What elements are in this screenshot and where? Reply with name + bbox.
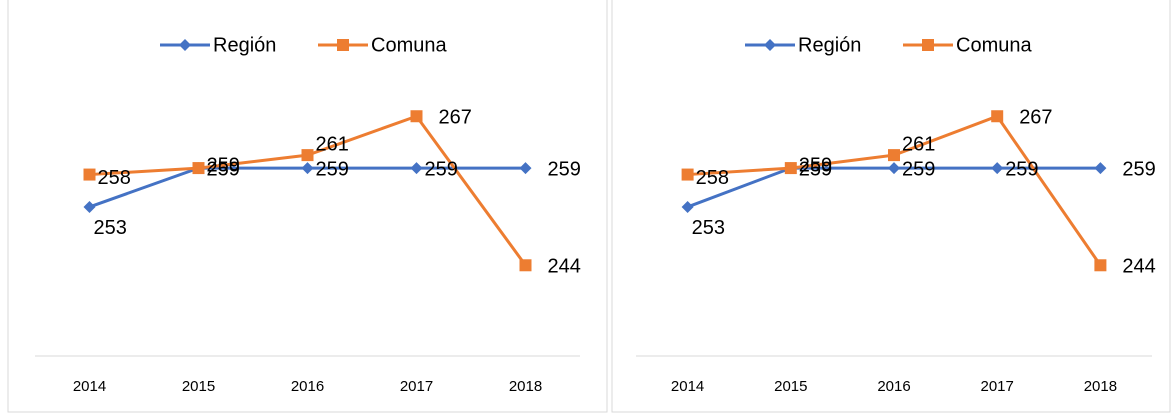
series-line	[89, 114, 527, 267]
data-label: 244	[548, 256, 581, 278]
x-tick-label: 2017	[400, 378, 433, 395]
legend-label: Región	[798, 34, 861, 56]
data-label: 259	[207, 154, 240, 176]
legend-label: Comuna	[371, 34, 447, 56]
data-label: 261	[902, 133, 935, 155]
x-tick-label: 2016	[291, 378, 324, 395]
marker-square	[1094, 259, 1107, 272]
marker-square	[784, 162, 797, 175]
data-label: 259	[799, 154, 832, 176]
legend-label: Comuna	[956, 34, 1032, 56]
x-tick-label: 2015	[182, 378, 215, 395]
data-label: 259	[1005, 158, 1038, 180]
legend-label: Región	[213, 34, 276, 56]
marker-square	[410, 110, 423, 123]
marker-diamond	[301, 162, 314, 175]
marker-square	[991, 110, 1004, 123]
x-tick-label: 2014	[671, 378, 704, 395]
marker-square	[337, 39, 349, 51]
marker-diamond	[83, 200, 96, 213]
series-line	[687, 114, 1102, 267]
marker-diamond	[1094, 162, 1107, 175]
x-tick-label: 2018	[1084, 378, 1117, 395]
data-label: 267	[439, 107, 472, 129]
data-label: 244	[1122, 256, 1155, 278]
data-label: 253	[94, 217, 127, 239]
data-label: 261	[316, 133, 349, 155]
marker-square	[83, 168, 96, 181]
data-label: 259	[902, 158, 935, 180]
panel-border	[611, 0, 1171, 413]
marker-square	[681, 168, 694, 181]
panel-border	[7, 0, 608, 413]
marker-square	[922, 39, 934, 51]
data-label: 267	[1019, 107, 1052, 129]
x-tick-label: 2018	[509, 378, 542, 395]
marker-diamond	[410, 162, 423, 175]
marker-square	[192, 162, 205, 175]
data-label: 258	[696, 167, 729, 189]
marker-diamond	[179, 39, 191, 51]
marker-diamond	[519, 162, 532, 175]
marker-diamond	[888, 162, 900, 175]
data-label: 259	[425, 158, 458, 180]
data-label: 259	[207, 158, 240, 180]
data-label: 258	[98, 167, 131, 189]
x-tick-label: 2014	[73, 378, 106, 395]
x-tick-label: 2015	[774, 378, 807, 395]
marker-square	[888, 149, 900, 162]
data-label: 253	[692, 217, 725, 239]
marker-diamond	[764, 39, 776, 51]
data-label: 259	[316, 158, 349, 180]
marker-square	[519, 259, 532, 272]
x-tick-label: 2016	[877, 378, 910, 395]
marker-diamond	[681, 200, 694, 213]
x-tick-label: 2017	[981, 378, 1014, 395]
data-label: 259	[1122, 158, 1155, 180]
data-label: 259	[548, 158, 581, 180]
marker-diamond	[991, 162, 1004, 175]
marker-square	[301, 149, 314, 162]
data-label: 259	[799, 158, 832, 180]
